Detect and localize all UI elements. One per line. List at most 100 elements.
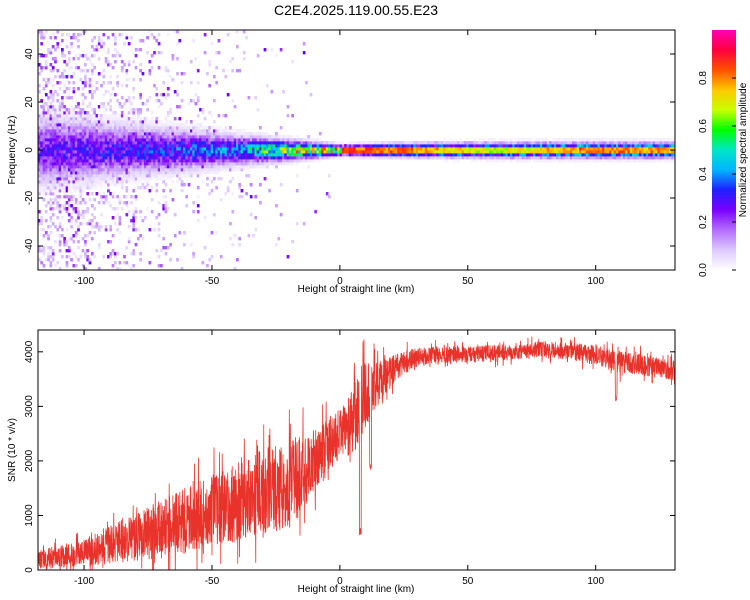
spectrogram-cell [632,156,635,160]
spectrogram-cell [526,153,529,157]
spectrogram-cell [88,159,92,163]
spectrogram-cell [199,135,202,139]
spectrogram-cell [602,150,605,154]
spectrogram-cell [183,147,186,151]
spectrogram-cell [88,120,92,124]
spectrogram-cell [148,60,152,64]
spectrogram-cell [222,156,225,160]
spectrogram-cell [38,219,41,223]
spectrogram-cell [67,114,71,118]
spectrogram-cell [620,159,624,163]
spectrogram-cell [189,60,193,64]
spectrogram-cell [93,207,96,211]
spectrogram-cell [252,153,255,157]
spectrogram-cell [81,114,85,118]
spectrogram-cell [286,105,290,109]
spectrogram-cell [51,99,55,103]
spectrogram-cell [493,147,497,151]
spectrogram-cell [249,183,253,187]
spectrogram-cell [369,153,373,157]
spectrogram-cell [261,135,265,139]
spectrogram-cell [480,147,483,151]
spectrogram-cell [249,132,253,136]
spectrogram-cell [56,45,60,49]
spectrogram-cell [516,144,520,148]
spectrogram-cell [38,132,41,136]
spectrogram-cell [125,261,129,265]
spectrogram-cell [212,141,216,145]
spectrogram-cell [70,156,73,160]
spectrogram-cell [178,177,182,181]
spectrogram-cell [120,171,124,175]
spectrogram-cell [634,147,638,151]
spectrogram-cell [84,201,87,205]
spectrogram-cell [93,159,96,163]
spectrogram-cell [592,153,596,157]
spectrogram-cell [245,141,248,145]
spectrogram-cell [162,144,166,148]
spectrogram-cell [67,120,71,124]
spectrogram-cell [81,81,85,85]
spectrogram-cell [51,162,55,166]
spectrogram-cell [67,117,71,121]
spectrogram-cell [242,129,246,133]
spectrogram-cell [420,147,423,151]
spectrogram-cell [155,123,159,127]
spectrogram-cell [606,159,610,163]
spectrogram-cell [162,135,166,139]
spectrogram-cell [44,84,48,88]
spectrogram-cell [109,255,113,259]
spectrogram-cell [118,132,122,136]
spectrogram-cell [120,60,124,64]
spectrogram-cell [162,195,166,199]
spectrogram-cell [81,174,85,178]
spectrogram-cell [309,144,313,148]
spectrogram-cell [86,105,90,109]
spectrogram-cell [67,249,71,253]
spectrogram-cell [116,81,119,85]
spectrogram-cell [256,162,260,166]
spectrogram-cell [42,246,46,250]
spectrogram-cell [454,150,458,154]
spectrogram-cell [263,147,267,151]
spectrogram-cell [650,147,654,151]
spectrogram-cell [238,144,242,148]
spectrogram-cell [74,147,78,151]
spectrogram-cell [157,201,161,205]
spectrogram-cell [67,141,71,145]
spectrogram-cell [194,138,198,142]
spectrogram-cell [38,117,41,121]
spectrogram-cell [618,153,621,157]
spectrogram-cell [123,195,126,199]
spectrogram-cell [63,162,67,166]
spectrogram-cell [157,66,161,70]
spectrogram-cell [44,162,48,166]
spectrogram-cell [141,138,145,142]
spectrogram-cell [417,156,421,160]
spectrogram-cell [661,150,665,154]
spectrogram-cell [127,117,131,121]
spectrogram-cell [300,159,304,163]
spectrogram-cell [316,156,320,160]
spectrogram-cell [58,105,62,109]
spectrogram-cell [454,156,458,160]
spectrogram-cell [44,174,48,178]
spectrogram-cell [54,117,57,121]
spectrogram-cell [302,222,306,226]
spectrogram-cell [229,135,232,139]
spectrogram-cell [116,153,119,157]
spectrogram-cell [420,153,423,157]
spectrogram-cell [231,243,235,247]
spectrogram-cell [254,147,258,151]
spectrogram-cell [81,123,85,127]
spectrogram-cell [268,144,271,148]
spectrogram-cell [272,162,276,166]
spectrogram-cell [641,159,644,163]
spectrogram-cell [38,153,41,157]
spectrogram-cell [339,150,343,154]
spectrogram-cell [229,60,232,64]
spectrogram-cell [61,153,64,157]
spectrogram-cell [344,147,347,151]
spectrogram-cell [79,117,83,121]
spectrogram-cell [539,144,543,148]
